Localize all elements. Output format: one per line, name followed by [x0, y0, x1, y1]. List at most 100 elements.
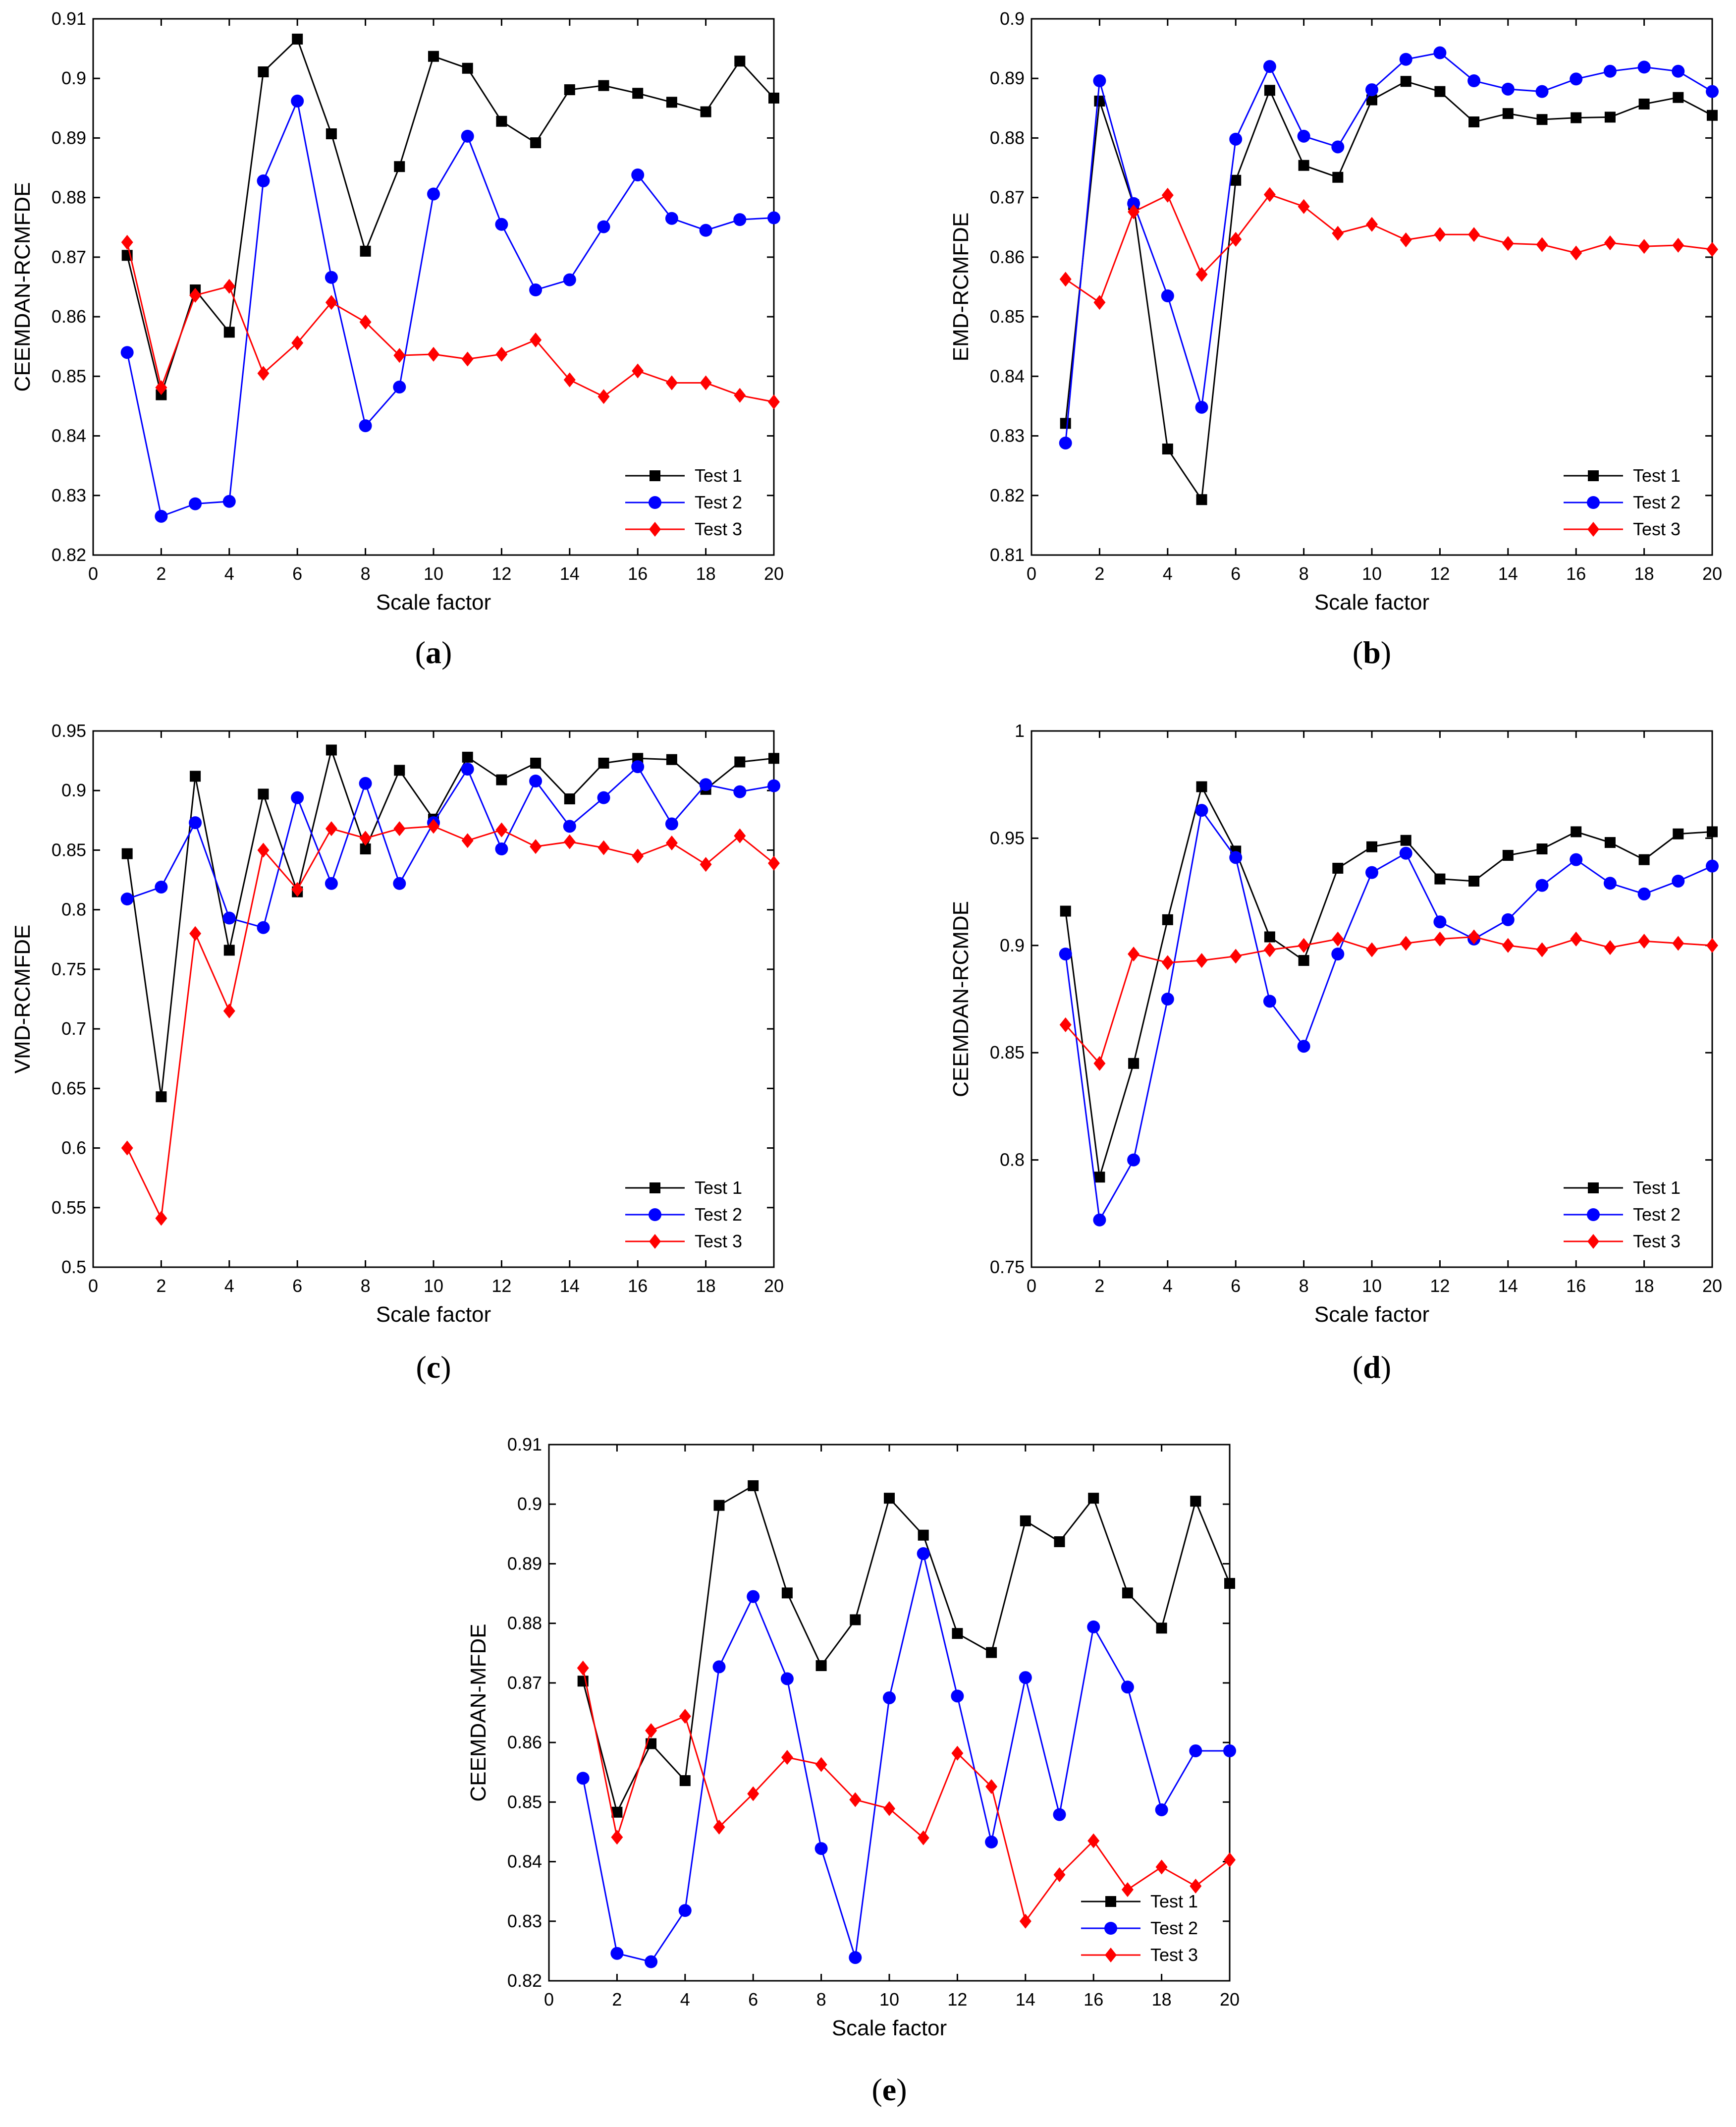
data-point-test-2	[1059, 436, 1072, 449]
data-point-test-3	[257, 842, 270, 858]
x-tick-label: 16	[1084, 1989, 1103, 2010]
legend-label-test-1: Test 1	[695, 465, 742, 486]
y-tick-label: 0.9	[1000, 935, 1025, 955]
data-point-test-3	[189, 926, 202, 941]
data-point-test-2	[563, 820, 576, 833]
x-tick-label: 20	[1702, 1276, 1722, 1296]
data-point-test-2	[631, 168, 645, 181]
data-point-test-2	[1093, 74, 1106, 88]
x-tick-label: 12	[1430, 1276, 1450, 1296]
chart-e: 0 2 4 6 8 10 12 14 16 18 20 0.82 0.83 0.84 0.85 0.86 0.8…	[466, 1434, 1240, 2107]
data-point-test-2	[767, 211, 780, 224]
x-tick-label: 6	[1231, 1276, 1241, 1296]
y-tick-label: 0.85	[990, 1042, 1025, 1063]
data-point-test-2	[1706, 85, 1719, 98]
data-point-test-2	[733, 785, 747, 798]
plot-frame	[92, 730, 775, 1268]
x-tick-label: 16	[1566, 563, 1586, 584]
data-point-test-2	[1672, 64, 1685, 78]
data-point-test-2	[1535, 879, 1549, 892]
data-point-test-1	[679, 1775, 691, 1787]
x-axis-label: Scale factor	[832, 2016, 947, 2040]
series-test-1	[577, 1480, 1235, 1818]
data-point-test-2	[665, 817, 678, 831]
data-point-test-1	[462, 751, 473, 763]
y-tick-label: 0.5	[61, 1257, 86, 1277]
data-point-test-1	[884, 1493, 895, 1504]
data-point-test-1	[326, 128, 337, 140]
data-point-test-3	[1298, 199, 1310, 214]
data-point-test-3	[611, 1830, 623, 1845]
data-point-test-2	[665, 212, 678, 225]
data-point-test-1	[1060, 418, 1071, 429]
data-point-test-3	[577, 1660, 589, 1676]
series-test-1	[121, 744, 779, 1103]
data-point-test-2	[1297, 129, 1310, 143]
x-tick-label: 20	[1702, 563, 1722, 584]
data-point-test-3	[1263, 942, 1276, 957]
data-point-test-1	[1088, 1493, 1099, 1504]
y-tick-label: 0.85	[52, 840, 86, 860]
x-tick-label: 0	[88, 1276, 98, 1296]
data-point-test-3	[1434, 227, 1446, 242]
y-tick-label: 0.83	[990, 426, 1025, 446]
data-point-test-1	[1122, 1587, 1133, 1599]
data-point-test-1	[1434, 86, 1446, 97]
data-point-test-3	[1230, 949, 1242, 964]
data-point-test-1	[394, 161, 405, 172]
series-line-test-2	[1065, 52, 1713, 444]
y-axis-label: CEEMDAN-MFDE	[466, 1623, 490, 1801]
series-line-test-2	[127, 765, 774, 929]
series-line-test-1	[1065, 80, 1713, 502]
y-tick-label: 0.7	[61, 1018, 86, 1039]
data-point-test-2	[1161, 289, 1174, 303]
series-line-test-3	[126, 242, 774, 403]
data-point-test-1	[611, 1806, 623, 1818]
data-point-test-2	[1019, 1671, 1032, 1684]
legend-marker-test-1	[650, 470, 660, 481]
series-test-3	[121, 819, 780, 1226]
y-tick-label: 0.86	[507, 1732, 542, 1752]
data-point-test-2	[461, 129, 474, 143]
y-tick-label: 0.9	[61, 780, 86, 800]
series-test-1	[121, 33, 779, 400]
data-point-test-2	[529, 774, 542, 787]
y-tick-label: 0.82	[507, 1970, 542, 1991]
y-tick-label: 0.8	[1000, 1150, 1025, 1170]
data-point-test-1	[768, 753, 779, 764]
x-tick-label: 6	[292, 1276, 302, 1296]
legend-marker-test-1	[1105, 1896, 1116, 1907]
legend: Test 1 Test 2 Test 3	[1564, 465, 1681, 539]
x-tick-label: 18	[696, 563, 716, 584]
data-point-test-3	[883, 1801, 895, 1816]
series-test-1	[1060, 76, 1718, 505]
data-point-test-3	[1366, 942, 1378, 957]
data-point-test-1	[1264, 931, 1275, 943]
data-point-test-1	[530, 757, 542, 769]
data-point-test-3	[530, 332, 542, 347]
data-point-test-1	[598, 80, 609, 91]
x-tick-label: 0	[1027, 563, 1036, 584]
x-tick-label: 10	[1362, 563, 1382, 584]
x-tick-label: 14	[1498, 1276, 1518, 1296]
series-line-test-3	[1065, 193, 1713, 304]
data-point-test-2	[1161, 993, 1174, 1006]
data-point-test-3	[223, 279, 235, 294]
series-test-3	[1059, 187, 1718, 310]
data-point-test-3	[597, 389, 610, 404]
data-point-test-3	[1195, 267, 1208, 282]
data-point-test-1	[1604, 837, 1616, 848]
x-axis-label: Scale factor	[1314, 590, 1429, 615]
x-tick-label: 10	[1362, 1276, 1382, 1296]
data-point-test-3	[1161, 955, 1174, 970]
data-point-test-3	[121, 1140, 133, 1156]
data-point-test-2	[1195, 400, 1208, 414]
x-tick-label: 8	[1299, 1276, 1309, 1296]
data-point-test-2	[427, 187, 440, 201]
data-point-test-3	[1672, 237, 1684, 253]
data-point-test-2	[1603, 64, 1617, 78]
data-point-test-3	[428, 346, 439, 362]
data-point-test-2	[631, 760, 645, 774]
data-point-test-3	[1502, 938, 1514, 953]
series-line-test-3	[1065, 936, 1713, 1065]
